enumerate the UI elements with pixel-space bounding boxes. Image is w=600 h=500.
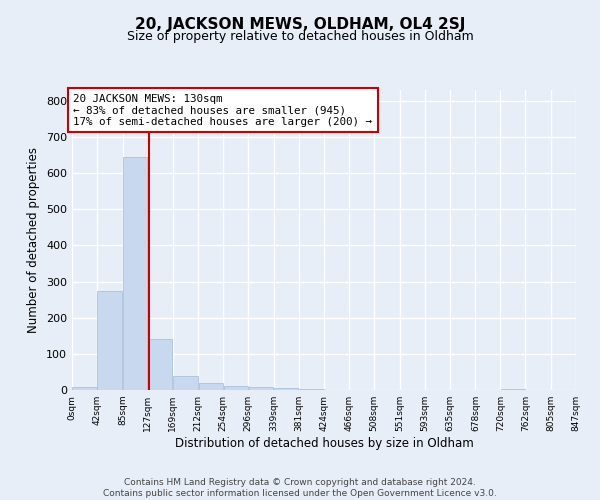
Bar	[274, 388, 298, 390]
Bar	[73, 388, 97, 390]
Y-axis label: Number of detached properties: Number of detached properties	[28, 147, 40, 333]
Text: 20 JACKSON MEWS: 130sqm
← 83% of detached houses are smaller (945)
17% of semi-d: 20 JACKSON MEWS: 130sqm ← 83% of detache…	[73, 94, 372, 127]
Text: Size of property relative to detached houses in Oldham: Size of property relative to detached ho…	[127, 30, 473, 43]
Bar	[224, 386, 248, 390]
X-axis label: Distribution of detached houses by size in Oldham: Distribution of detached houses by size …	[175, 437, 473, 450]
Bar	[299, 388, 324, 390]
Bar	[97, 290, 122, 390]
Bar	[501, 389, 525, 390]
Bar	[199, 384, 223, 390]
Text: Contains HM Land Registry data © Crown copyright and database right 2024.
Contai: Contains HM Land Registry data © Crown c…	[103, 478, 497, 498]
Text: 20, JACKSON MEWS, OLDHAM, OL4 2SJ: 20, JACKSON MEWS, OLDHAM, OL4 2SJ	[135, 18, 465, 32]
Bar	[123, 157, 147, 390]
Bar	[248, 387, 274, 390]
Bar	[173, 376, 198, 390]
Bar	[148, 340, 172, 390]
